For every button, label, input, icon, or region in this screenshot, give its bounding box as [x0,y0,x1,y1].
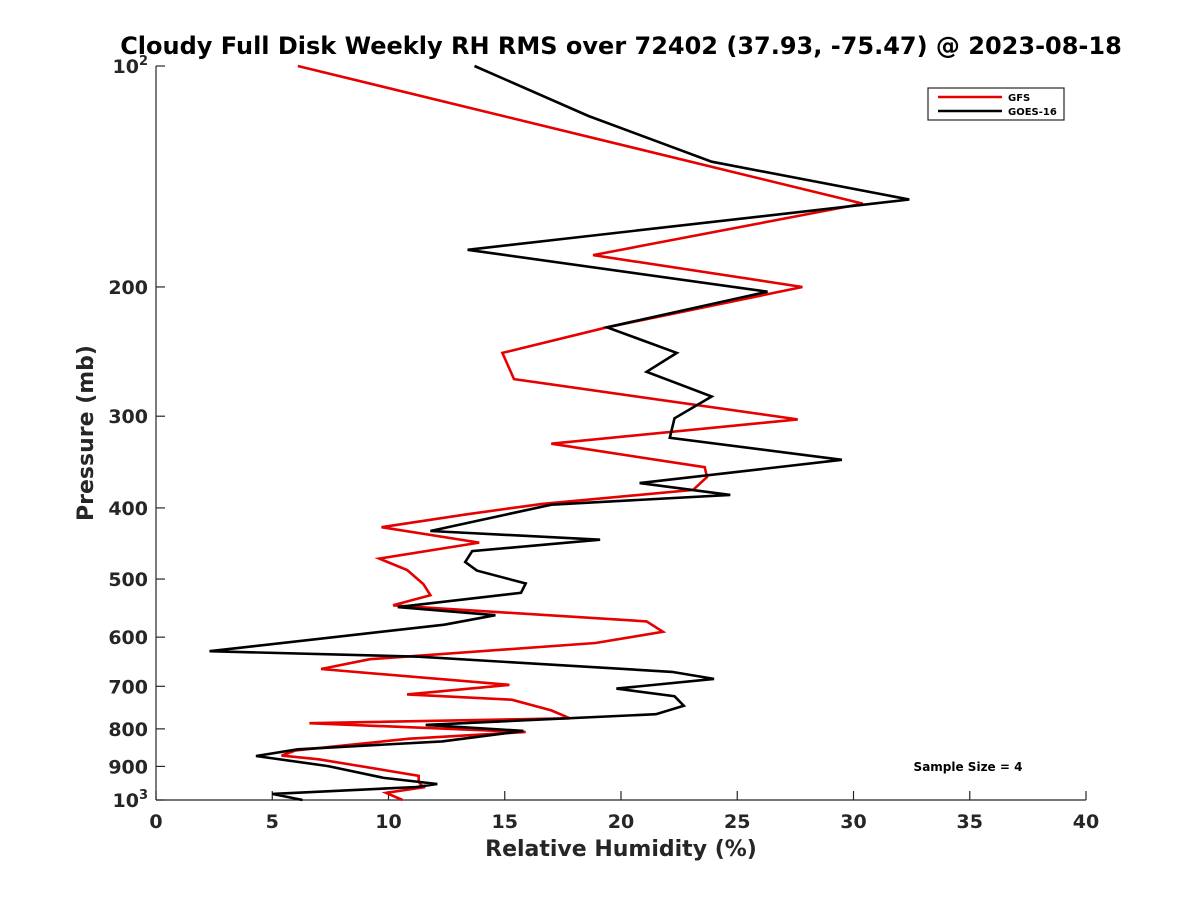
y-tick-label: 300 [108,406,148,428]
x-tick-label: 5 [266,811,279,833]
x-tick-label: 30 [840,811,866,833]
y-tick-label: 700 [108,676,148,698]
y-tick-label: 200 [108,277,148,299]
chart-title: Cloudy Full Disk Weekly RH RMS over 7240… [120,32,1122,60]
chart: Cloudy Full Disk Weekly RH RMS over 7240… [0,0,1200,900]
x-tick-label: 40 [1073,811,1099,833]
y-tick-label: 600 [108,627,148,649]
x-tick-label: 20 [608,811,634,833]
y-tick-label: 800 [108,719,148,741]
x-tick-label: 25 [724,811,750,833]
x-tick-label: 15 [492,811,518,833]
y-tick-label: 400 [108,498,148,520]
x-tick-label: 35 [957,811,983,833]
x-tick-label: 10 [375,811,401,833]
legend: GFS GOES-16 [928,88,1064,120]
legend-label: GFS [1008,93,1030,104]
legend-label: GOES-16 [1008,107,1057,118]
sample-size-annotation: Sample Size = 4 [914,760,1023,774]
x-axis-label: Relative Humidity (%) [485,837,757,862]
x-tick-label: 0 [149,811,162,833]
y-tick-label: 900 [108,756,148,778]
y-axis-label: Pressure (mb) [74,345,99,521]
y-tick-label: 500 [108,569,148,591]
